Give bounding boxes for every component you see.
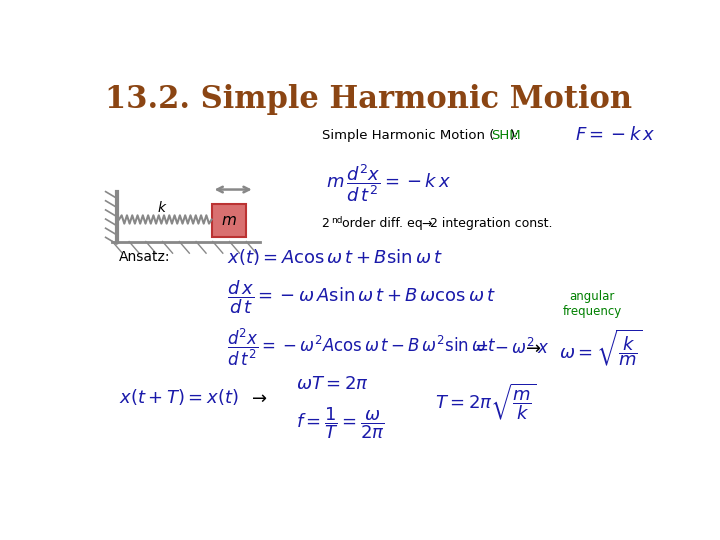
Text: $T = 2\pi\sqrt{\dfrac{m}{k}}$: $T = 2\pi\sqrt{\dfrac{m}{k}}$ [435, 381, 536, 422]
Text: $\dfrac{d^2x}{d\,t^2} = -\omega^2 A\cos\omega\,t - B\,\omega^2\sin\omega\,t$: $\dfrac{d^2x}{d\,t^2} = -\omega^2 A\cos\… [227, 327, 496, 368]
Text: $k$: $k$ [157, 199, 168, 214]
Text: order diff. eq: order diff. eq [342, 217, 427, 230]
Text: Ansatz:: Ansatz: [119, 250, 171, 264]
Text: $x(t+T) = x(t)$: $x(t+T) = x(t)$ [119, 387, 238, 408]
Text: $m$: $m$ [221, 213, 237, 228]
Text: $\omega = \sqrt{\dfrac{k}{m}}$: $\omega = \sqrt{\dfrac{k}{m}}$ [559, 327, 642, 368]
Bar [212, 204, 246, 238]
Text: $x(t) = A\cos\omega\,t + B\sin\omega\,t$: $x(t) = A\cos\omega\,t + B\sin\omega\,t$ [227, 247, 442, 267]
Text: nd: nd [331, 216, 343, 225]
Text: angular
frequency: angular frequency [562, 290, 622, 318]
Text: $\rightarrow$: $\rightarrow$ [419, 217, 433, 230]
Text: $f = \dfrac{1}{T} = \dfrac{\omega}{2\pi}$: $f = \dfrac{1}{T} = \dfrac{\omega}{2\pi}… [297, 406, 385, 441]
Text: $F = -k\,x$: $F = -k\,x$ [575, 126, 656, 145]
Text: $\dfrac{d\,x}{d\,t} = -\omega\,A\sin\omega\,t + B\,\omega\cos\omega\,t$: $\dfrac{d\,x}{d\,t} = -\omega\,A\sin\ome… [227, 279, 495, 316]
Text: ):: ): [510, 129, 519, 142]
Text: $= -\omega^2\,x$: $= -\omega^2\,x$ [471, 338, 549, 357]
Text: $\rightarrow$: $\rightarrow$ [522, 339, 541, 356]
Text: 2 integration const.: 2 integration const. [431, 217, 553, 230]
Text: $\omega T = 2\pi$: $\omega T = 2\pi$ [297, 375, 369, 393]
Text: $m\,\dfrac{d^2x}{d\,t^2} = -k\,x$: $m\,\dfrac{d^2x}{d\,t^2} = -k\,x$ [326, 163, 451, 204]
Text: $\rightarrow$: $\rightarrow$ [248, 388, 267, 407]
Text: 2: 2 [322, 217, 330, 230]
Text: Simple Harmonic Motion (: Simple Harmonic Motion ( [322, 129, 494, 142]
Text: 13.2. Simple Harmonic Motion: 13.2. Simple Harmonic Motion [105, 84, 633, 114]
Text: SHM: SHM [490, 129, 521, 142]
